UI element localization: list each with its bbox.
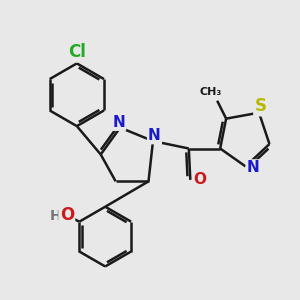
Text: N: N (247, 160, 260, 175)
Text: H: H (50, 209, 62, 223)
Text: Cl: Cl (68, 43, 86, 61)
Text: O: O (194, 172, 206, 188)
Text: S: S (254, 97, 266, 115)
Text: O: O (60, 206, 74, 224)
Text: CH₃: CH₃ (200, 87, 222, 97)
Text: N: N (112, 115, 125, 130)
Text: N: N (148, 128, 161, 143)
